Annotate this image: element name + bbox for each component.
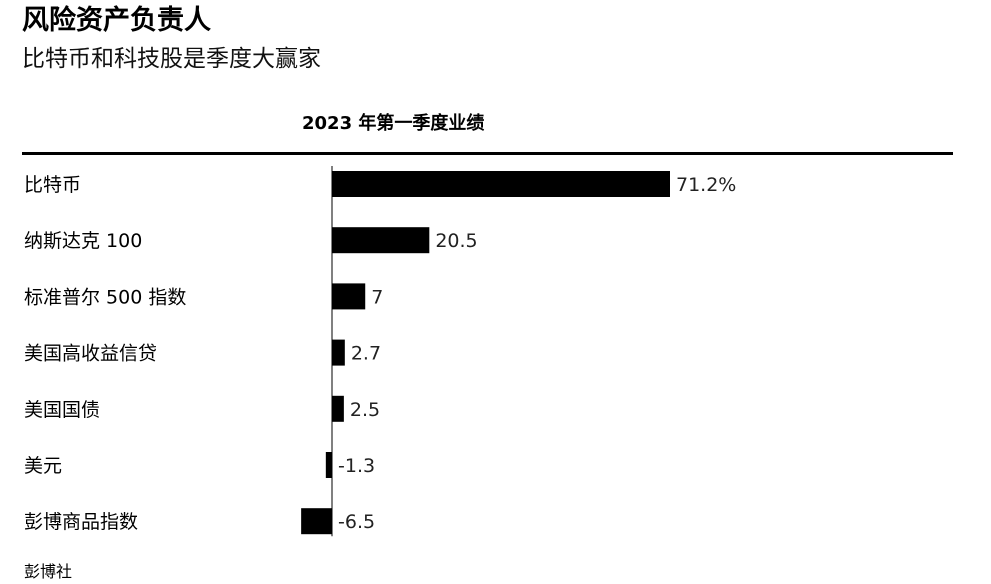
category-label: 彭博商品指数 [24,511,138,533]
bar [332,171,670,197]
category-label: 纳斯达克 100 [24,230,142,252]
page-subtitle: 比特币和科技股是季度大赢家 [22,46,321,72]
value-label: 2.5 [350,399,380,421]
category-label: 美国高收益信贷 [24,343,157,365]
value-label: 71.2% [676,174,736,196]
bar [332,283,366,310]
source-note: 彭博社 [24,562,73,581]
bar [332,227,430,254]
bar-chart: 比特币 71.2% 纳斯达克 100 20.5 标准普尔 500 指数 7 美国高收益信贷 2… [24,166,736,537]
category-label: 比特币 [24,174,81,196]
bar [301,508,332,535]
bar [332,339,345,366]
category-label: 美国国债 [24,399,100,421]
bar [332,395,344,422]
bar [325,452,332,478]
page-title: 风险资产负责人 [22,5,211,36]
chart-title: 2023 年第一季度业绩 [302,113,485,134]
value-label: -1.3 [338,455,375,477]
category-label: 标准普尔 500 指数 [24,286,186,308]
value-label: 7 [371,286,383,308]
value-label: 20.5 [435,230,477,252]
value-label: 2.7 [351,343,381,365]
category-label: 美元 [24,455,62,477]
value-label: -6.5 [338,511,375,533]
chart-top-rule [22,152,953,155]
